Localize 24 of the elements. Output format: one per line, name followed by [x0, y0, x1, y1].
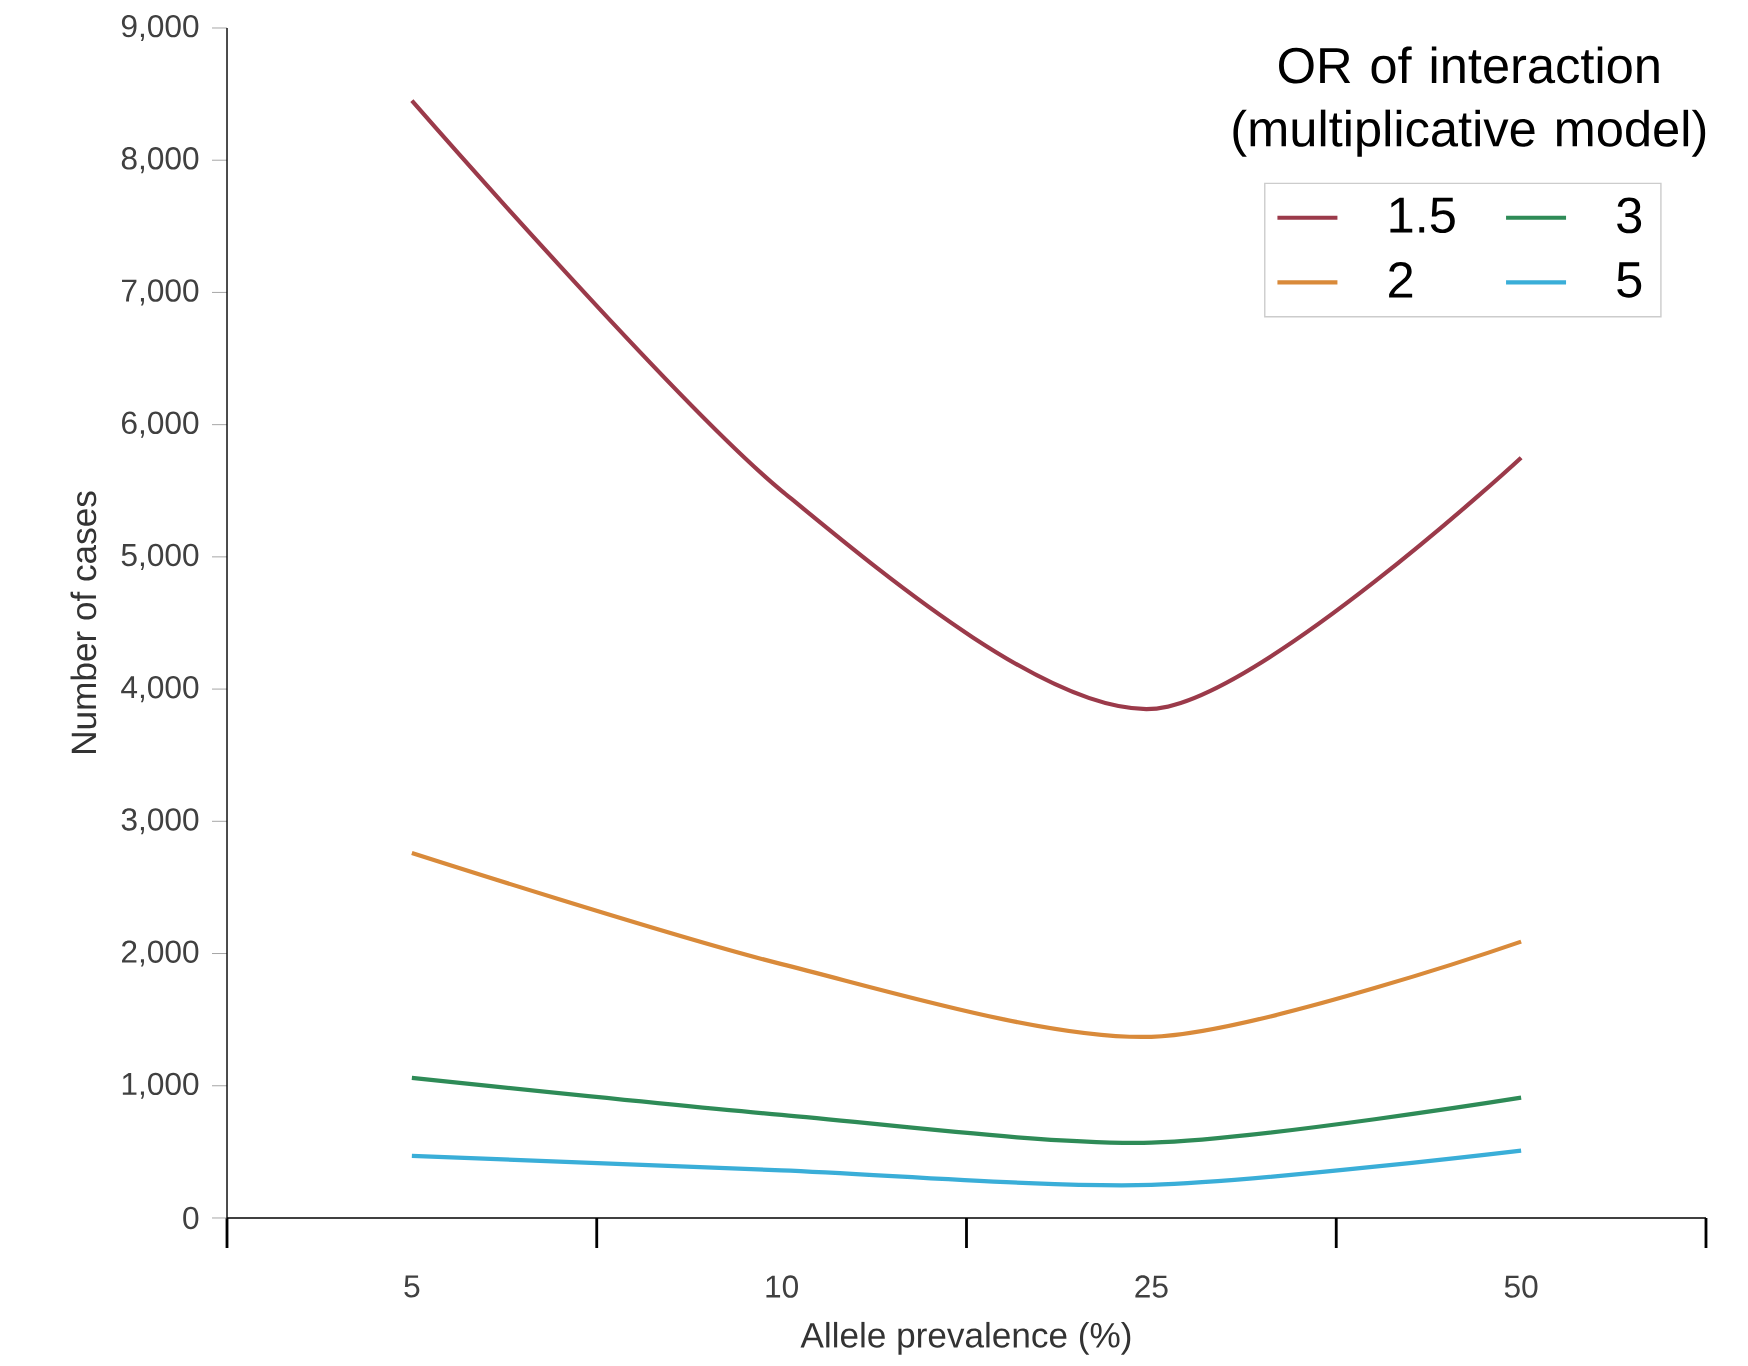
- y-tick-label: 4,000: [121, 675, 199, 702]
- line-series: [409, 850, 1524, 1039]
- y-tick-label: 6,000: [122, 411, 199, 438]
- y-tick-label: 9,000: [121, 14, 199, 41]
- y-axis-title: Number of cases: [70, 491, 97, 753]
- legend-label: 2: [1389, 261, 1413, 298]
- y-tick-label: 1,000: [122, 1072, 199, 1099]
- legend-title: OR of interaction (multiplicative model): [1233, 46, 1706, 157]
- x-tick-label: 50: [1504, 1275, 1538, 1298]
- x-tick-label: 5: [404, 1275, 420, 1298]
- y-tick-label: 7,000: [122, 279, 199, 306]
- x-tick-label: 10: [766, 1275, 798, 1298]
- legend-label: 5: [1617, 262, 1642, 298]
- line-series: [409, 1075, 1524, 1145]
- line-series: [409, 1148, 1524, 1188]
- y-tick-label: 5,000: [121, 543, 199, 570]
- legend-label: 3: [1617, 197, 1642, 234]
- y-tick-label: 3,000: [121, 808, 199, 835]
- x-axis-title: Allele prevalence (%): [800, 1321, 1131, 1355]
- y-tick-label: 0: [183, 1206, 199, 1230]
- y-tick-label: 2,000: [122, 940, 199, 967]
- x-tick-label: 25: [1135, 1275, 1168, 1298]
- legend-label: 1.5: [1390, 197, 1455, 233]
- y-tick-label: 8,000: [121, 146, 199, 174]
